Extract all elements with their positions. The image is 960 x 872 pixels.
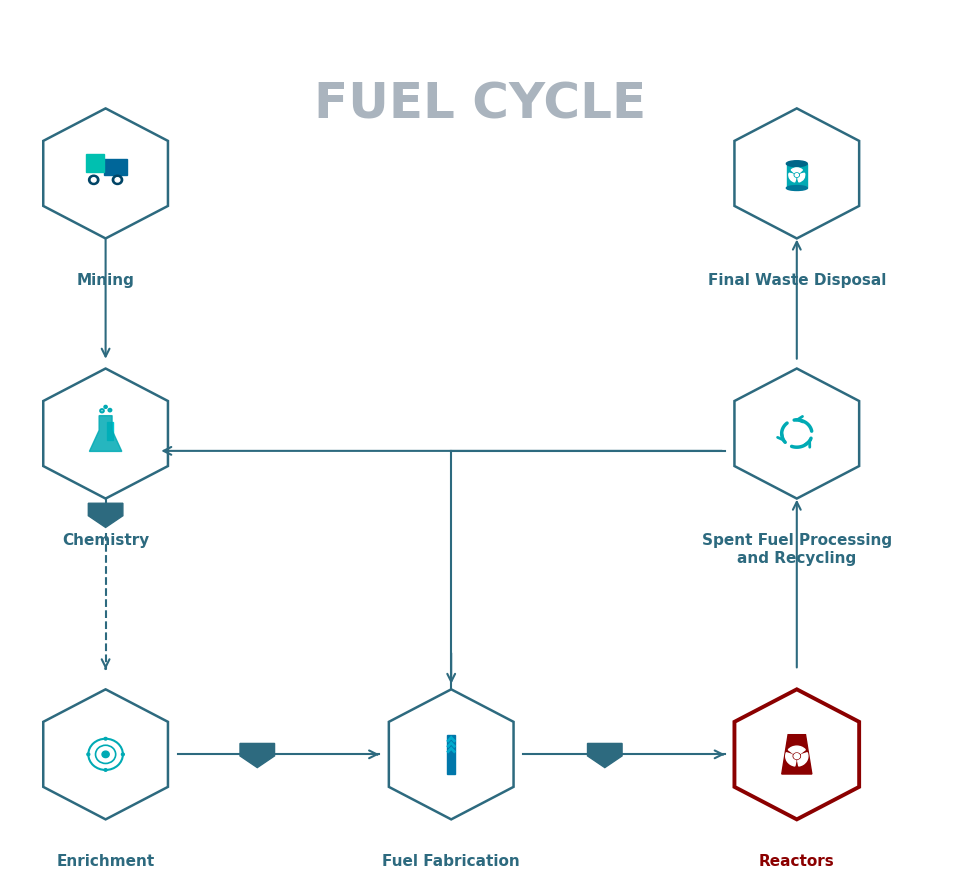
Circle shape (795, 174, 799, 176)
Circle shape (86, 753, 89, 756)
Bar (447, 735, 455, 774)
Text: Final Waste Disposal: Final Waste Disposal (708, 273, 886, 288)
Text: Mining: Mining (77, 273, 134, 288)
Text: Fuel Fabrication: Fuel Fabrication (382, 854, 520, 869)
Polygon shape (104, 159, 128, 175)
Circle shape (104, 768, 107, 771)
Circle shape (88, 175, 99, 185)
Polygon shape (588, 744, 622, 767)
Polygon shape (89, 416, 122, 452)
Text: Enrichment: Enrichment (57, 854, 155, 869)
Text: Reactors: Reactors (759, 854, 834, 869)
Wedge shape (788, 746, 805, 753)
Wedge shape (798, 174, 804, 182)
Circle shape (121, 753, 125, 756)
Circle shape (112, 175, 123, 185)
Ellipse shape (786, 160, 807, 167)
Circle shape (104, 738, 107, 740)
Wedge shape (785, 753, 796, 766)
Ellipse shape (786, 186, 807, 190)
Bar (108, 422, 113, 440)
Polygon shape (240, 744, 275, 767)
Wedge shape (798, 753, 808, 766)
Circle shape (115, 178, 120, 182)
Text: Chemistry: Chemistry (62, 534, 149, 548)
Polygon shape (88, 503, 123, 528)
Text: FUEL CYCLE: FUEL CYCLE (314, 80, 646, 128)
Bar (787, 164, 806, 188)
Polygon shape (85, 153, 104, 172)
Wedge shape (791, 168, 803, 173)
Wedge shape (789, 174, 796, 182)
Circle shape (91, 178, 96, 182)
Polygon shape (781, 735, 812, 774)
Circle shape (102, 751, 109, 758)
Text: Spent Fuel Processing
and Recycling: Spent Fuel Processing and Recycling (702, 534, 892, 566)
Circle shape (794, 753, 800, 759)
